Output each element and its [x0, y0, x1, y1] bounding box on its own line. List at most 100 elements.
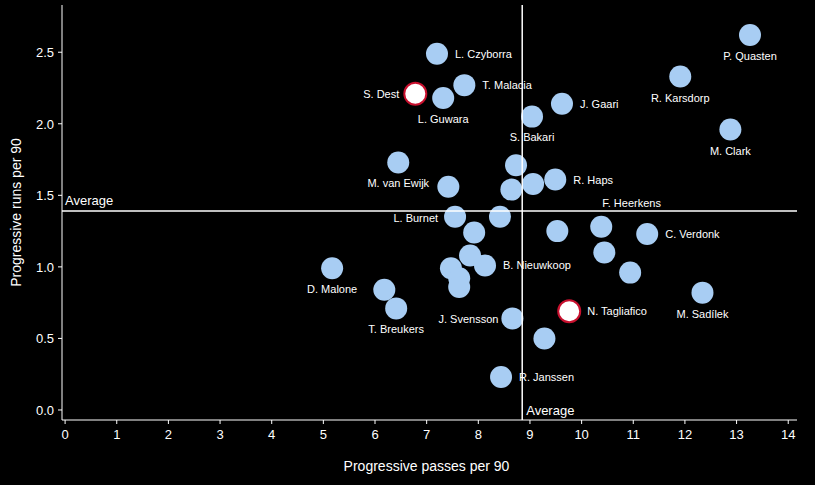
point — [385, 297, 407, 319]
y-tick — [58, 409, 62, 410]
y-tick-label: 1.5 — [36, 188, 54, 203]
point — [546, 220, 568, 242]
x-tick-label: 14 — [781, 427, 795, 442]
y-axis — [62, 5, 63, 420]
y-tick-label: 0.0 — [36, 403, 54, 418]
point-label: P. Quasten — [723, 50, 777, 62]
point-label: R. Karsdorp — [651, 92, 710, 104]
x-tick-label: 7 — [423, 427, 430, 442]
x-tick-label: 9 — [526, 427, 533, 442]
point — [590, 216, 612, 238]
point-label: L. Guwara — [418, 113, 470, 125]
average-label: Average — [526, 403, 574, 418]
point-label: L. Czyborra — [455, 48, 513, 60]
y-tick-label: 2.0 — [36, 117, 54, 132]
x-tick — [478, 420, 479, 424]
x-tick — [65, 420, 66, 424]
point-label: F. Heerkens — [602, 197, 661, 209]
point-label: S. Bakari — [510, 131, 555, 143]
x-tick — [684, 420, 685, 424]
point-label: M. Sadílek — [676, 308, 728, 320]
point — [459, 244, 481, 266]
x-tick — [581, 420, 582, 424]
x-tick-label: 1 — [113, 427, 120, 442]
x-tick — [271, 420, 272, 424]
x-tick — [788, 420, 789, 424]
x-tick — [529, 420, 530, 424]
y-tick — [58, 266, 62, 267]
x-tick-label: 0 — [61, 427, 68, 442]
point — [489, 206, 511, 228]
point-label: C. Verdonk — [665, 228, 720, 240]
point — [739, 24, 761, 46]
x-tick — [323, 420, 324, 424]
point — [505, 154, 527, 176]
point — [444, 206, 466, 228]
y-tick — [58, 52, 62, 53]
x-tick-label: 11 — [627, 427, 641, 442]
point — [669, 66, 691, 88]
point-label: R. Janssen — [519, 371, 574, 383]
x-tick-label: 4 — [268, 427, 275, 442]
point — [437, 176, 459, 198]
x-tick — [736, 420, 737, 424]
point — [544, 169, 566, 191]
point — [521, 106, 543, 128]
point-label: N. Tagliafico — [587, 305, 647, 317]
x-tick — [116, 420, 117, 424]
point-label: S. Dest — [363, 88, 399, 100]
x-tick — [633, 420, 634, 424]
point — [404, 83, 426, 105]
point — [373, 279, 395, 301]
point-label: T. Breukers — [368, 323, 424, 335]
x-tick — [375, 420, 376, 424]
point — [387, 151, 409, 173]
y-tick-label: 1.0 — [36, 260, 54, 275]
y-tick — [58, 123, 62, 124]
average-label: Average — [65, 193, 113, 208]
background — [0, 0, 815, 485]
x-tick-label: 2 — [165, 427, 172, 442]
point — [463, 222, 485, 244]
point — [321, 257, 343, 279]
average-line — [521, 5, 523, 420]
y-axis-title: Progressive runs per 90 — [8, 138, 24, 287]
point — [719, 119, 741, 141]
point-label: J. Svensson — [438, 313, 498, 325]
y-tick-label: 2.5 — [36, 45, 54, 60]
point — [593, 242, 615, 264]
point-label: M. Clark — [710, 145, 751, 157]
point — [500, 179, 522, 201]
y-tick — [58, 338, 62, 339]
point — [490, 366, 512, 388]
x-tick-label: 13 — [729, 427, 743, 442]
point-label: L. Burnet — [393, 212, 438, 224]
point — [558, 300, 580, 322]
x-tick — [220, 420, 221, 424]
point-label: B. Nieuwkoop — [503, 259, 571, 271]
x-tick-label: 3 — [216, 427, 223, 442]
y-tick — [58, 195, 62, 196]
x-tick-label: 5 — [320, 427, 327, 442]
chart: 012345678910111213140.00.51.01.52.02.5Pr… — [0, 0, 815, 485]
y-tick-label: 0.5 — [36, 331, 54, 346]
point — [501, 307, 523, 329]
point — [533, 327, 555, 349]
point — [448, 276, 470, 298]
point — [522, 173, 544, 195]
x-tick-label: 10 — [574, 427, 588, 442]
point-label: R. Haps — [573, 174, 613, 186]
point — [551, 93, 573, 115]
point — [426, 43, 448, 65]
point — [453, 74, 475, 96]
x-axis — [62, 420, 797, 421]
point — [636, 223, 658, 245]
x-tick — [426, 420, 427, 424]
point-label: D. Malone — [307, 283, 357, 295]
point — [691, 282, 713, 304]
point-label: J. Gaari — [580, 98, 619, 110]
point — [619, 262, 641, 284]
x-tick-label: 8 — [475, 427, 482, 442]
point-label: T. Malacia — [482, 79, 532, 91]
x-tick — [168, 420, 169, 424]
